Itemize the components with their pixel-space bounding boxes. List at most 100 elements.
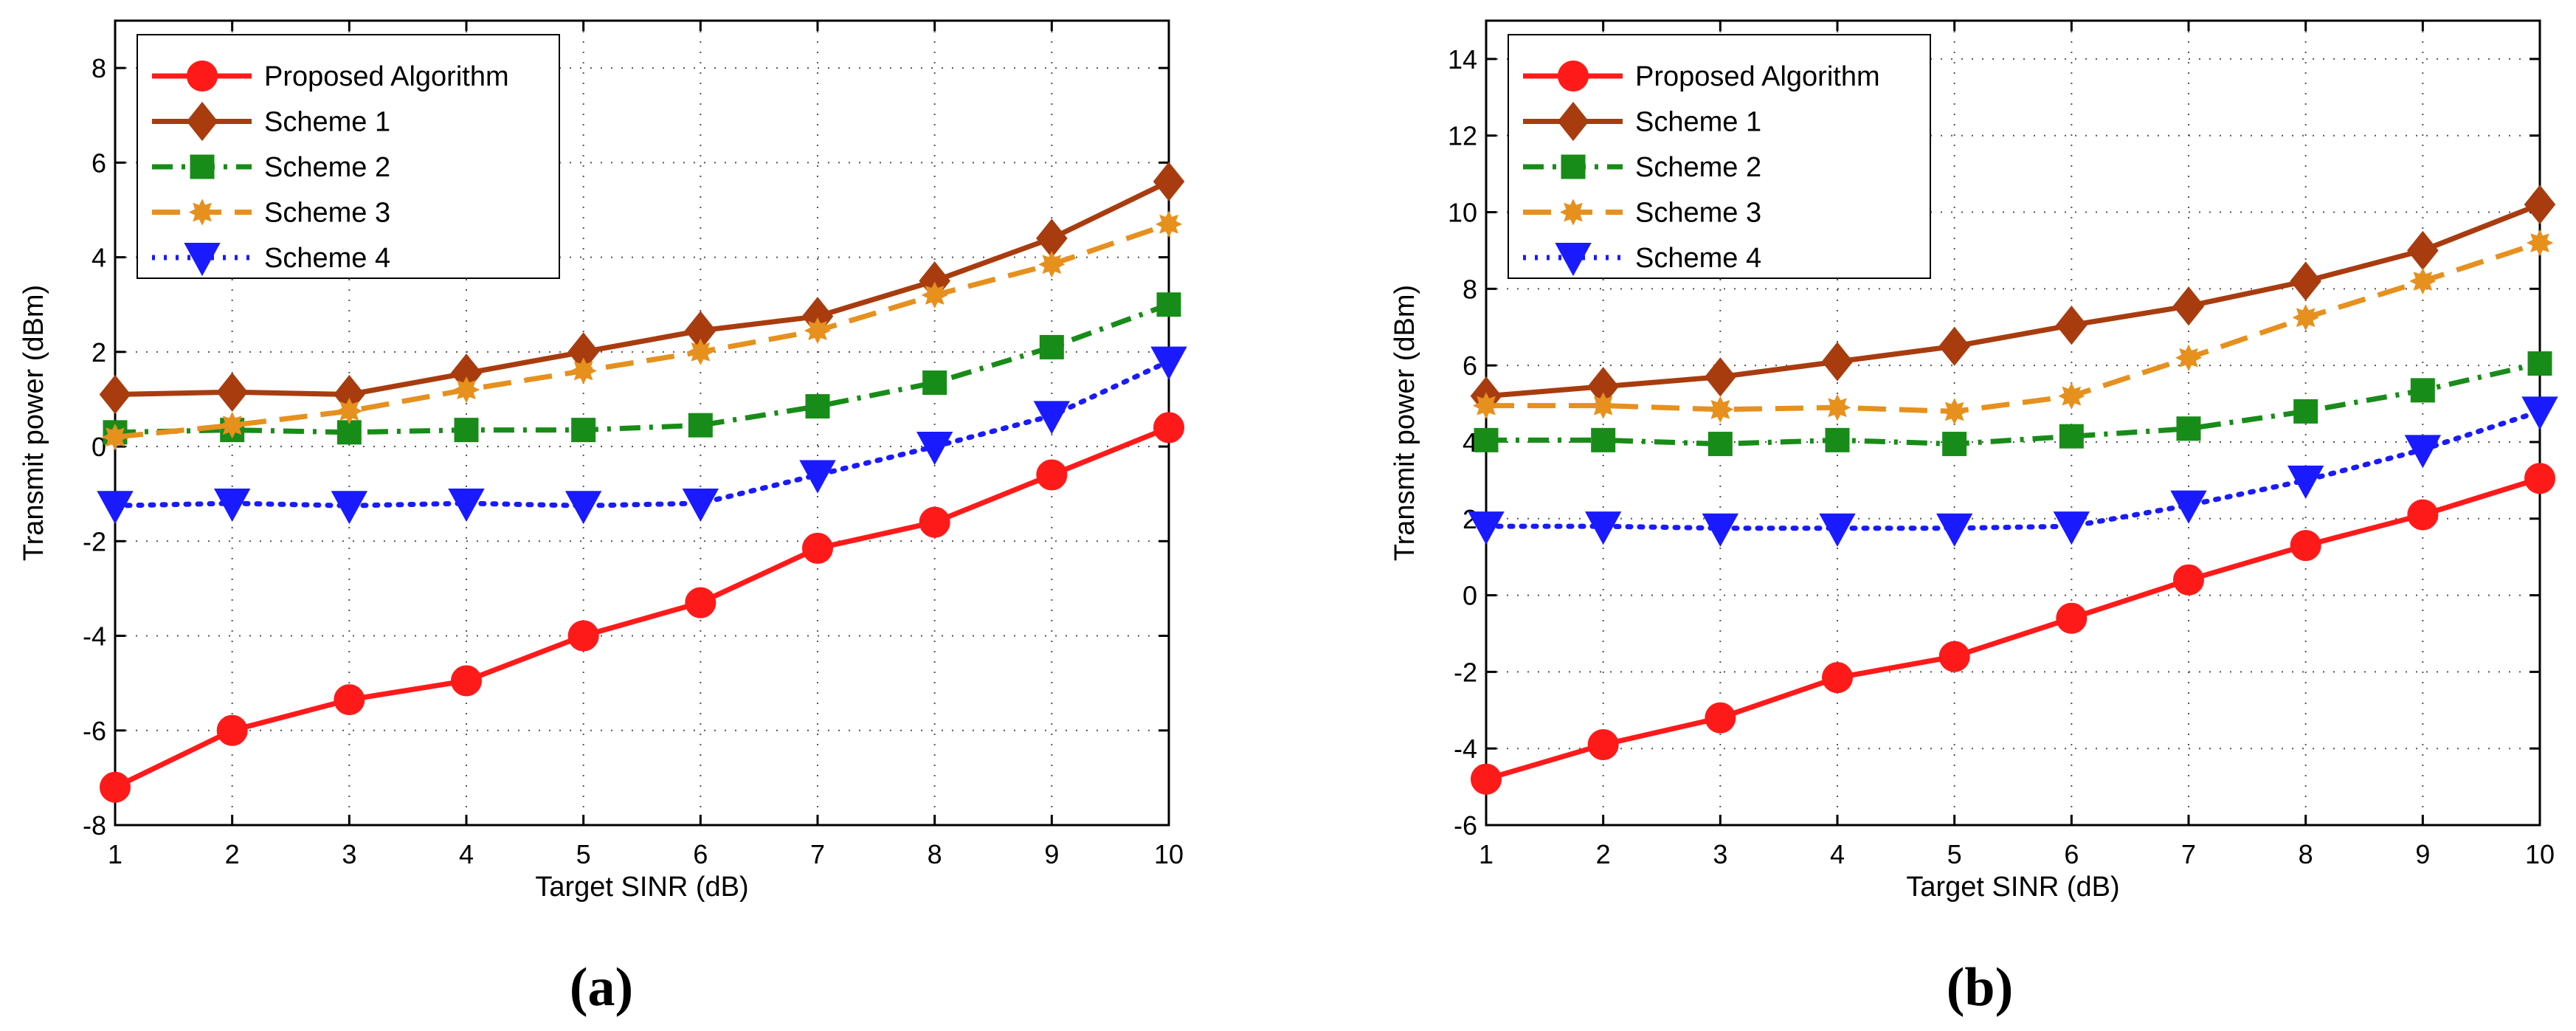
data-point-scheme-1 <box>1821 342 1854 382</box>
y-tick-label: 2 <box>1463 504 1477 534</box>
data-point-scheme-2 <box>1825 427 1850 452</box>
data-point-scheme-4 <box>2287 465 2324 499</box>
data-point-scheme-2 <box>1474 427 1499 452</box>
data-point-scheme-4 <box>1584 511 1622 545</box>
data-point-proposed-algorithm <box>2173 564 2204 596</box>
data-point-scheme-3 <box>2292 304 2319 331</box>
x-tick-label: 8 <box>2299 839 2313 869</box>
series-line-scheme-3 <box>114 221 1170 440</box>
legend-label: Scheme 3 <box>1635 198 1761 229</box>
panel-b-label: (b) <box>1947 957 2013 1018</box>
data-point-scheme-2 <box>2059 424 2084 449</box>
y-axis-label-b: Transmit power (dBm) <box>1389 285 1420 561</box>
legend-b: Proposed Algorithm Scheme 1 Scheme 2 Scheme… <box>1508 34 1931 279</box>
series-line-scheme-1 <box>114 179 1170 397</box>
data-point-scheme-4 <box>1702 513 1739 547</box>
data-point-scheme-3 <box>452 376 480 404</box>
legend-label: Scheme 1 <box>1635 107 1761 138</box>
data-point-proposed-algorithm <box>919 506 950 538</box>
x-axis-label-b: Target SINR (dB) <box>1906 872 2119 903</box>
legend-marker-scheme-2 <box>190 154 215 179</box>
data-point-scheme-3 <box>1941 398 1968 425</box>
series-line-proposed-algorithm <box>1485 475 2541 782</box>
y-tick-label: 6 <box>1463 351 1477 381</box>
data-point-proposed-algorithm <box>1705 702 1736 734</box>
legend-label: Scheme 2 <box>264 152 390 183</box>
x-tick-label: 4 <box>1830 839 1845 869</box>
data-point-scheme-2 <box>2176 416 2201 441</box>
data-point-scheme-2 <box>688 413 713 438</box>
data-point-proposed-algorithm <box>2407 499 2439 531</box>
x-axis-label-a: Target SINR (dB) <box>535 872 748 903</box>
data-point-proposed-algorithm <box>567 620 599 652</box>
data-point-proposed-algorithm <box>334 684 365 716</box>
legend-marker-scheme-4 <box>184 243 221 277</box>
data-point-proposed-algorithm <box>1822 662 1853 694</box>
data-point-scheme-4 <box>1150 346 1187 380</box>
data-point-proposed-algorithm <box>1471 763 1502 795</box>
data-point-proposed-algorithm <box>1938 641 1970 672</box>
data-point-scheme-3 <box>921 281 948 309</box>
data-point-scheme-2 <box>2410 378 2435 403</box>
data-point-scheme-1 <box>2172 286 2205 326</box>
y-axis-label-a: Transmit power (dBm) <box>18 285 49 561</box>
y-tick-label: 8 <box>91 53 106 83</box>
y-tick-label: 0 <box>1463 581 1477 611</box>
data-point-scheme-2 <box>805 394 830 419</box>
data-point-scheme-1 <box>1938 326 1970 366</box>
legend-label: Proposed Algorithm <box>264 61 509 92</box>
series-line-scheme-2 <box>1486 361 2541 446</box>
x-tick-label: 10 <box>2525 839 2555 869</box>
data-point-scheme-4 <box>1936 513 1973 547</box>
legend-marker-scheme-2 <box>1561 154 1586 179</box>
data-point-scheme-4 <box>799 460 836 494</box>
x-tick-label: 4 <box>459 839 474 869</box>
legend-label: Scheme 3 <box>264 198 390 229</box>
data-point-scheme-2 <box>336 420 362 445</box>
data-point-scheme-4 <box>1033 401 1071 435</box>
data-point-proposed-algorithm <box>2524 463 2555 494</box>
data-point-scheme-4 <box>213 489 251 523</box>
legend-marker-proposed-algorithm <box>1558 61 1589 92</box>
x-tick-label: 7 <box>810 839 825 869</box>
data-point-scheme-2 <box>571 418 596 443</box>
data-point-proposed-algorithm <box>2056 602 2088 634</box>
x-tick-label: 1 <box>108 839 122 869</box>
data-point-scheme-4 <box>916 432 953 466</box>
data-point-scheme-3 <box>336 397 363 425</box>
data-point-scheme-2 <box>922 370 947 395</box>
data-point-scheme-4 <box>2053 511 2090 545</box>
data-point-scheme-3 <box>2409 267 2437 295</box>
y-tick-label: 6 <box>91 148 106 178</box>
y-tick-label: 8 <box>1463 274 1477 304</box>
x-tick-label: 7 <box>2181 839 2196 869</box>
data-point-proposed-algorithm <box>2290 530 2321 562</box>
data-point-scheme-3 <box>804 317 832 345</box>
data-point-scheme-4 <box>1819 513 1856 547</box>
series-line-proposed-algorithm <box>114 425 1170 790</box>
data-point-proposed-algorithm <box>100 771 131 803</box>
data-point-scheme-1 <box>2290 261 2321 301</box>
legend-marker-scheme-3 <box>1559 199 1587 226</box>
y-tick-label: -4 <box>83 621 106 652</box>
series-line-scheme-3 <box>1486 240 2541 414</box>
series-group-b <box>1468 185 2558 795</box>
legend-label: Proposed Algorithm <box>1635 61 1880 92</box>
x-tick-label: 6 <box>2064 839 2079 869</box>
data-point-scheme-3 <box>687 338 714 365</box>
legend-label: Scheme 2 <box>1635 152 1761 183</box>
data-point-scheme-1 <box>1705 357 1736 397</box>
data-point-scheme-4 <box>2170 490 2207 524</box>
y-tick-label: -2 <box>83 526 106 556</box>
data-point-scheme-3 <box>218 412 246 439</box>
x-tick-label: 5 <box>1947 839 1962 869</box>
x-tick-label: 8 <box>928 839 942 869</box>
y-tick-label: -6 <box>83 716 106 746</box>
data-point-scheme-1 <box>2524 185 2556 224</box>
series-line-scheme-4 <box>112 359 1172 508</box>
data-point-proposed-algorithm <box>802 532 833 564</box>
data-point-proposed-algorithm <box>1153 412 1184 444</box>
legend-label: Scheme 1 <box>264 107 390 138</box>
data-point-scheme-4 <box>1468 511 1505 545</box>
